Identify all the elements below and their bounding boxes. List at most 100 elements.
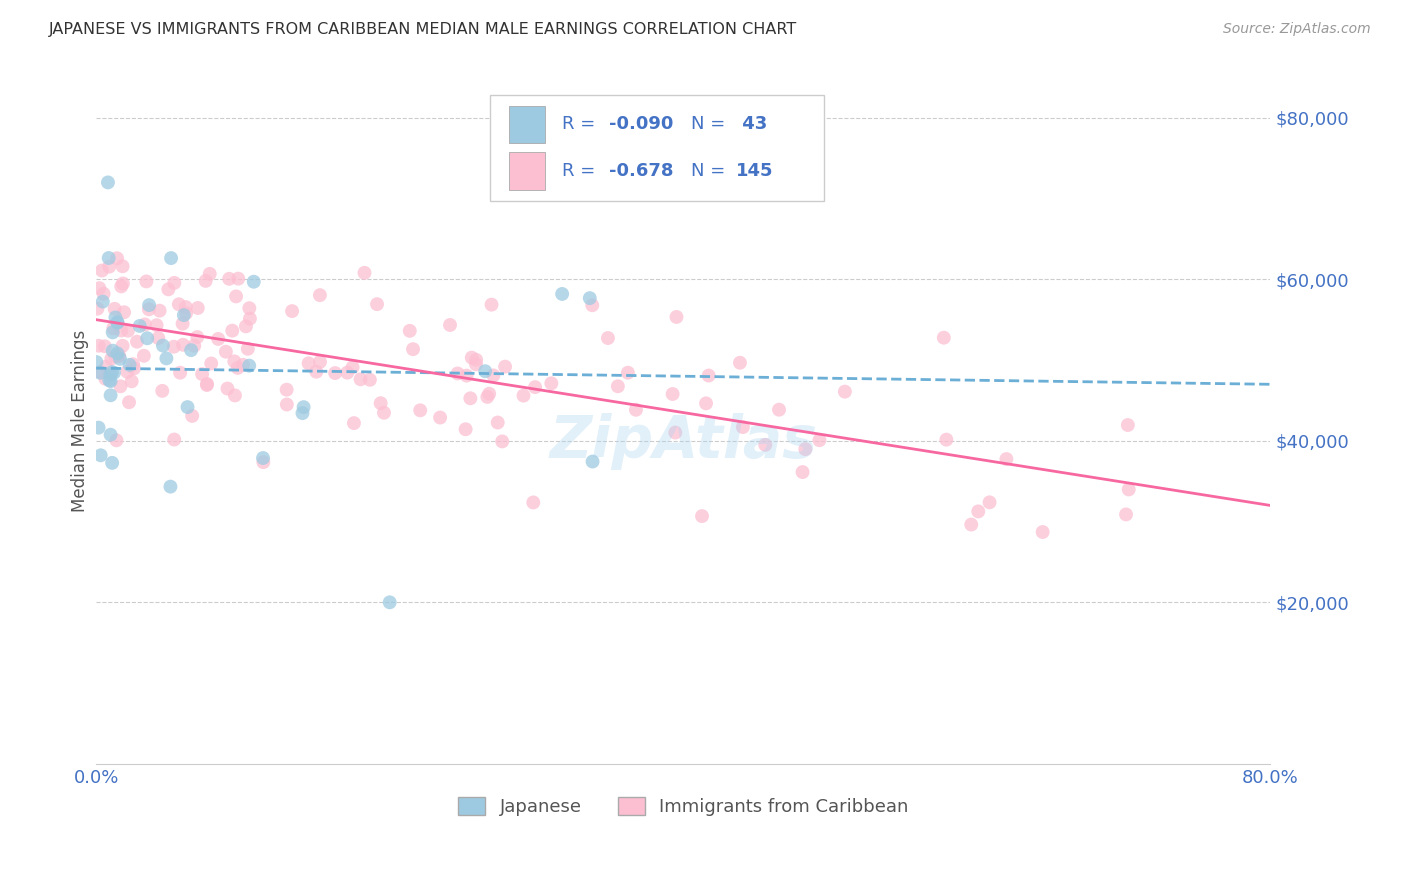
Point <box>343 416 366 430</box>
Point <box>108 349 131 363</box>
Point <box>370 396 392 410</box>
Point <box>409 403 432 417</box>
Point <box>97 176 120 190</box>
Point <box>728 356 751 370</box>
Point <box>91 263 114 277</box>
Point <box>581 454 603 468</box>
Point <box>112 305 135 319</box>
Point <box>461 351 484 365</box>
Point <box>183 339 205 353</box>
Point <box>429 410 451 425</box>
Point <box>117 365 139 379</box>
Point <box>465 352 488 367</box>
Point <box>132 349 155 363</box>
Point <box>297 356 319 370</box>
Point <box>180 343 202 358</box>
Point <box>512 389 534 403</box>
Point <box>89 366 111 380</box>
Point <box>89 281 111 295</box>
Point <box>373 406 395 420</box>
Point <box>238 301 260 316</box>
Point <box>101 326 124 340</box>
Point <box>104 301 127 316</box>
Point <box>94 339 117 353</box>
Point <box>378 595 401 609</box>
Point <box>176 400 198 414</box>
Point <box>152 338 174 352</box>
Point <box>697 368 720 383</box>
Point <box>194 274 217 288</box>
Point <box>1118 483 1140 497</box>
Point <box>90 448 112 462</box>
Point <box>108 351 131 366</box>
Point <box>200 356 222 370</box>
Point <box>215 344 238 359</box>
Point <box>86 301 108 316</box>
Point <box>101 365 124 379</box>
Point <box>581 298 603 312</box>
Point <box>446 367 468 381</box>
Text: 145: 145 <box>735 162 773 180</box>
Point <box>163 340 186 354</box>
Point <box>305 365 328 379</box>
Point <box>195 376 218 391</box>
Point <box>792 465 814 479</box>
Point <box>540 376 562 391</box>
Text: Source: ZipAtlas.com: Source: ZipAtlas.com <box>1223 22 1371 37</box>
Point <box>125 334 148 349</box>
Point <box>1032 524 1054 539</box>
Point <box>474 364 496 378</box>
Point <box>174 300 197 314</box>
Point <box>98 368 121 382</box>
Point <box>163 433 186 447</box>
Point <box>690 509 713 524</box>
Point <box>291 406 314 420</box>
Point <box>309 355 332 369</box>
Point <box>107 346 129 360</box>
Point <box>342 360 364 375</box>
Point <box>110 279 132 293</box>
Point <box>465 357 488 371</box>
Point <box>359 373 381 387</box>
Point <box>160 251 183 265</box>
Point <box>94 372 117 386</box>
Point <box>794 442 817 456</box>
Point <box>292 400 315 414</box>
Point <box>522 495 544 509</box>
Point <box>808 433 831 447</box>
Point <box>136 331 159 345</box>
Point <box>138 302 160 317</box>
Point <box>834 384 856 399</box>
Point <box>578 291 600 305</box>
Point <box>239 311 262 326</box>
Point <box>995 452 1018 467</box>
Point <box>695 396 717 410</box>
Text: R =: R = <box>562 162 602 180</box>
Point <box>481 298 503 312</box>
Point <box>276 383 298 397</box>
Text: -0.090: -0.090 <box>609 115 673 134</box>
Point <box>107 316 129 330</box>
Point <box>768 402 790 417</box>
Point <box>157 282 180 296</box>
Point <box>91 294 114 309</box>
Point <box>460 392 482 406</box>
Point <box>238 359 260 373</box>
Point <box>731 420 754 434</box>
Point <box>173 308 195 322</box>
Point <box>111 339 134 353</box>
Legend: Japanese, Immigrants from Caribbean: Japanese, Immigrants from Caribbean <box>451 789 915 823</box>
Point <box>486 416 509 430</box>
Point <box>138 298 160 312</box>
Bar <box>509 153 544 190</box>
Point <box>398 324 420 338</box>
Point <box>207 332 229 346</box>
Point <box>110 323 132 337</box>
Point <box>155 351 177 366</box>
Point <box>103 366 125 380</box>
Point <box>935 433 957 447</box>
Point <box>979 495 1001 509</box>
Point <box>754 438 776 452</box>
Point <box>664 425 686 440</box>
Point <box>86 355 108 369</box>
